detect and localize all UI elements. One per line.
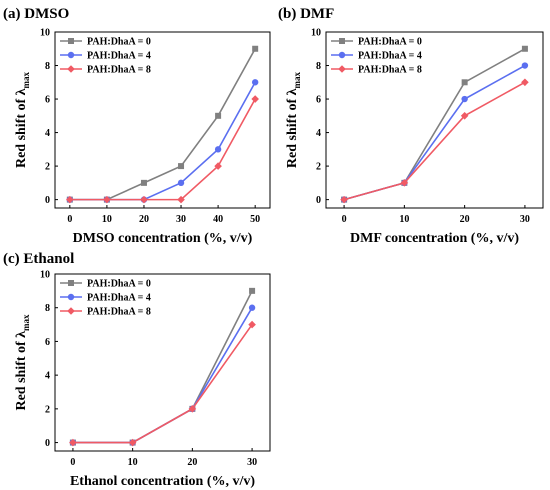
legend-label-2: PAH:DhaA = 8 — [87, 65, 151, 76]
data-point-s0-3 — [178, 163, 185, 170]
legend-marker-1 — [67, 51, 75, 59]
x-tick-label: 0 — [67, 214, 72, 225]
y-tick-label: 0 — [45, 438, 50, 449]
x-tick-label: 0 — [342, 214, 347, 225]
y-axis-title: Red shift of λmax — [285, 71, 302, 168]
series-line-1 — [72, 307, 253, 444]
y-tick-label: 2 — [316, 162, 321, 173]
data-point-s1-2 — [461, 95, 468, 103]
legend-marker-2 — [67, 307, 75, 315]
data-point-s2-5 — [251, 95, 259, 103]
data-point-s2-4 — [214, 162, 222, 170]
x-tick-label: 0 — [70, 457, 75, 468]
chart-panel-0: (a) DMSO 0 2 4 6 8 10 0 10 20 30 40 50 DMSO concentra… — [3, 6, 271, 246]
y-axis-title: Red shift of λmax — [14, 71, 31, 168]
legend-marker-1 — [67, 293, 75, 301]
x-tick-label: 10 — [102, 214, 112, 225]
chart-panel-2: (c) Ethanol 0 2 4 6 8 10 0 10 20 30 Ethanol concent… — [3, 251, 271, 489]
legend-label-1: PAH:DhaA = 4 — [87, 293, 151, 304]
x-axis-title: Ethanol concentration (%, v/v) — [70, 474, 255, 489]
legend-marker-0 — [339, 38, 345, 44]
x-axis-title: DMSO concentration (%, v/v) — [73, 231, 253, 246]
y-axis-title: Red shift of λmax — [14, 314, 31, 411]
y-tick-label: 8 — [316, 61, 321, 72]
data-point-s2-1 — [128, 438, 137, 447]
x-tick-label: 30 — [247, 457, 257, 468]
legend-marker-0 — [68, 38, 74, 44]
data-point-s1-3 — [521, 62, 529, 69]
legend-marker-0 — [68, 280, 74, 286]
legend-marker-1 — [338, 51, 346, 59]
plot-frame — [54, 31, 271, 209]
y-tick-label: 6 — [45, 337, 50, 348]
y-tick-label: 2 — [45, 404, 50, 415]
y-tick-label: 2 — [45, 162, 50, 173]
y-tick-label: 0 — [316, 195, 321, 206]
y-tick-label: 0 — [45, 195, 50, 206]
data-point-s0-5 — [252, 45, 259, 52]
x-tick-label: 20 — [139, 214, 149, 225]
y-tick-label: 10 — [311, 28, 321, 39]
x-tick-label: 20 — [460, 214, 470, 225]
legend-label-1: PAH:DhaA = 4 — [87, 51, 151, 62]
data-point-s2-3 — [177, 195, 185, 204]
y-tick-label: 8 — [45, 61, 50, 72]
legend-label-0: PAH:DhaA = 0 — [358, 37, 422, 48]
data-point-s2-3 — [521, 78, 529, 87]
data-point-s2-2 — [140, 195, 148, 204]
y-tick-label: 6 — [45, 95, 50, 106]
data-point-s0-4 — [215, 112, 222, 119]
data-point-s0-2 — [140, 179, 147, 186]
series-line-2 — [72, 324, 253, 444]
x-tick-label: 30 — [176, 214, 186, 225]
data-point-s2-0 — [66, 195, 74, 204]
data-point-s1-4 — [214, 146, 222, 153]
x-tick-label: 10 — [128, 457, 138, 468]
data-point-s2-0 — [340, 195, 348, 204]
data-point-s2-0 — [69, 438, 77, 447]
legend-label-0: PAH:DhaA = 0 — [87, 279, 151, 290]
data-point-s2-2 — [460, 112, 469, 120]
data-point-s1-3 — [177, 179, 185, 187]
data-point-s1-5 — [251, 79, 259, 86]
x-tick-label: 20 — [187, 457, 197, 468]
series-line-2 — [69, 98, 256, 201]
legend-label-0: PAH:DhaA = 0 — [87, 37, 151, 48]
y-tick-label: 4 — [45, 128, 50, 139]
data-point-s0-3 — [521, 45, 528, 52]
x-tick-label: 10 — [399, 214, 409, 225]
legend-marker-2 — [338, 65, 346, 73]
legend-label-2: PAH:DhaA = 8 — [358, 65, 422, 76]
series-line-2 — [343, 81, 526, 201]
data-point-s2-1 — [400, 179, 409, 187]
data-point-s0-2 — [461, 79, 468, 86]
y-tick-label: 6 — [316, 95, 321, 106]
data-point-s2-3 — [248, 320, 256, 329]
y-tick-label: 10 — [40, 28, 50, 39]
plot-frame — [54, 273, 271, 452]
panel-label: (c) Ethanol — [3, 251, 74, 267]
x-tick-label: 50 — [250, 214, 260, 225]
legend-label-1: PAH:DhaA = 4 — [358, 51, 422, 62]
y-tick-label: 4 — [316, 128, 321, 139]
data-point-s1-3 — [248, 304, 256, 311]
y-tick-label: 8 — [45, 303, 50, 314]
x-tick-label: 30 — [520, 214, 530, 225]
legend-label-2: PAH:DhaA = 8 — [87, 307, 151, 318]
x-axis-title: DMF concentration (%, v/v) — [350, 231, 519, 246]
data-point-s2-2 — [188, 405, 197, 413]
x-tick-label: 40 — [213, 214, 223, 225]
plot-frame — [325, 31, 544, 209]
y-tick-label: 10 — [40, 270, 50, 281]
data-point-s2-1 — [103, 195, 111, 204]
legend-marker-2 — [67, 65, 75, 73]
data-point-s0-3 — [249, 287, 256, 294]
panel-label: (b) DMF — [278, 6, 334, 22]
y-tick-label: 4 — [45, 371, 50, 382]
panel-label: (a) DMSO — [3, 6, 69, 22]
